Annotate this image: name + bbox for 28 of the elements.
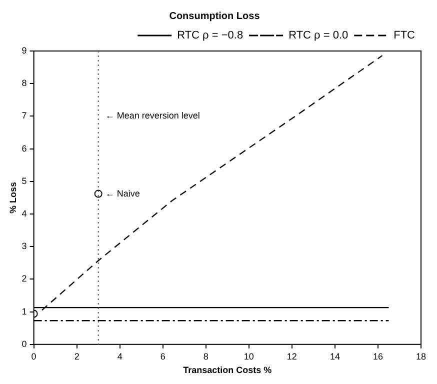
x-tick-label: 4: [117, 351, 122, 362]
y-tick-label: 9: [22, 45, 27, 56]
x-tick-label: 6: [160, 351, 166, 362]
y-tick-label: 3: [22, 241, 27, 252]
x-tick-label: 8: [203, 351, 208, 362]
legend-label: RTC ρ = −0.8: [177, 30, 244, 42]
legend-label: FTC: [394, 30, 416, 42]
y-tick-label: 4: [22, 208, 27, 218]
x-tick-label: 10: [244, 351, 254, 362]
y-tick-label: 0: [22, 338, 27, 349]
x-tick-label: 12: [286, 351, 297, 362]
annotation: ← Naive: [105, 188, 140, 198]
y-tick-label: 1: [22, 306, 27, 316]
x-tick-label: 2: [74, 351, 80, 362]
x-tick-label: 18: [416, 351, 426, 362]
y-tick-label: 6: [22, 143, 27, 154]
x-axis-title: Transaction Costs %: [183, 365, 272, 376]
legend-label: RTC ρ = 0.0: [288, 30, 348, 42]
x-tick-label: 16: [372, 351, 383, 362]
y-tick-label: 7: [22, 110, 27, 121]
x-tick-label: 0: [31, 351, 36, 362]
annotation: ← Mean reversion level: [105, 110, 200, 121]
y-tick-label: 2: [22, 274, 27, 284]
x-tick-label: 14: [330, 351, 340, 362]
y-tick-label: 8: [22, 78, 27, 88]
y-axis-title: % Loss: [8, 182, 18, 214]
y-tick-label: 5: [22, 176, 27, 186]
chart-title: Consumption Loss: [169, 10, 260, 22]
